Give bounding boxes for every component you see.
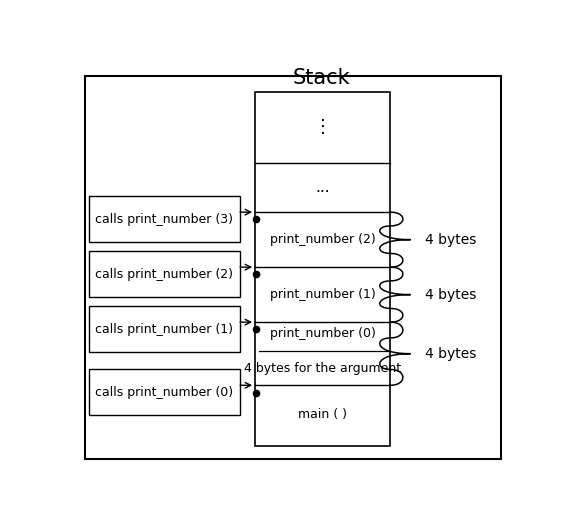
Text: calls print_number (3): calls print_number (3) <box>95 213 234 225</box>
FancyBboxPatch shape <box>255 92 390 446</box>
Text: 4 bytes: 4 bytes <box>425 346 477 361</box>
Text: 4 bytes: 4 bytes <box>425 233 477 247</box>
Text: print_number (2): print_number (2) <box>270 233 375 247</box>
FancyBboxPatch shape <box>89 306 240 352</box>
Text: Stack: Stack <box>292 68 350 88</box>
Text: main ( ): main ( ) <box>298 408 347 421</box>
Text: print_number (1): print_number (1) <box>270 288 375 302</box>
Text: calls print_number (2): calls print_number (2) <box>95 268 234 280</box>
Text: print_number (0): print_number (0) <box>270 326 376 340</box>
FancyBboxPatch shape <box>89 251 240 297</box>
Text: calls print_number (0): calls print_number (0) <box>95 386 234 399</box>
FancyBboxPatch shape <box>85 76 501 459</box>
Text: calls print_number (1): calls print_number (1) <box>95 323 234 335</box>
Text: 4 bytes for the argument: 4 bytes for the argument <box>244 362 401 375</box>
Text: 4 bytes: 4 bytes <box>425 288 477 302</box>
FancyBboxPatch shape <box>89 369 240 415</box>
Text: ...: ... <box>315 180 330 195</box>
Text: ⋮: ⋮ <box>313 117 332 135</box>
FancyBboxPatch shape <box>89 196 240 242</box>
